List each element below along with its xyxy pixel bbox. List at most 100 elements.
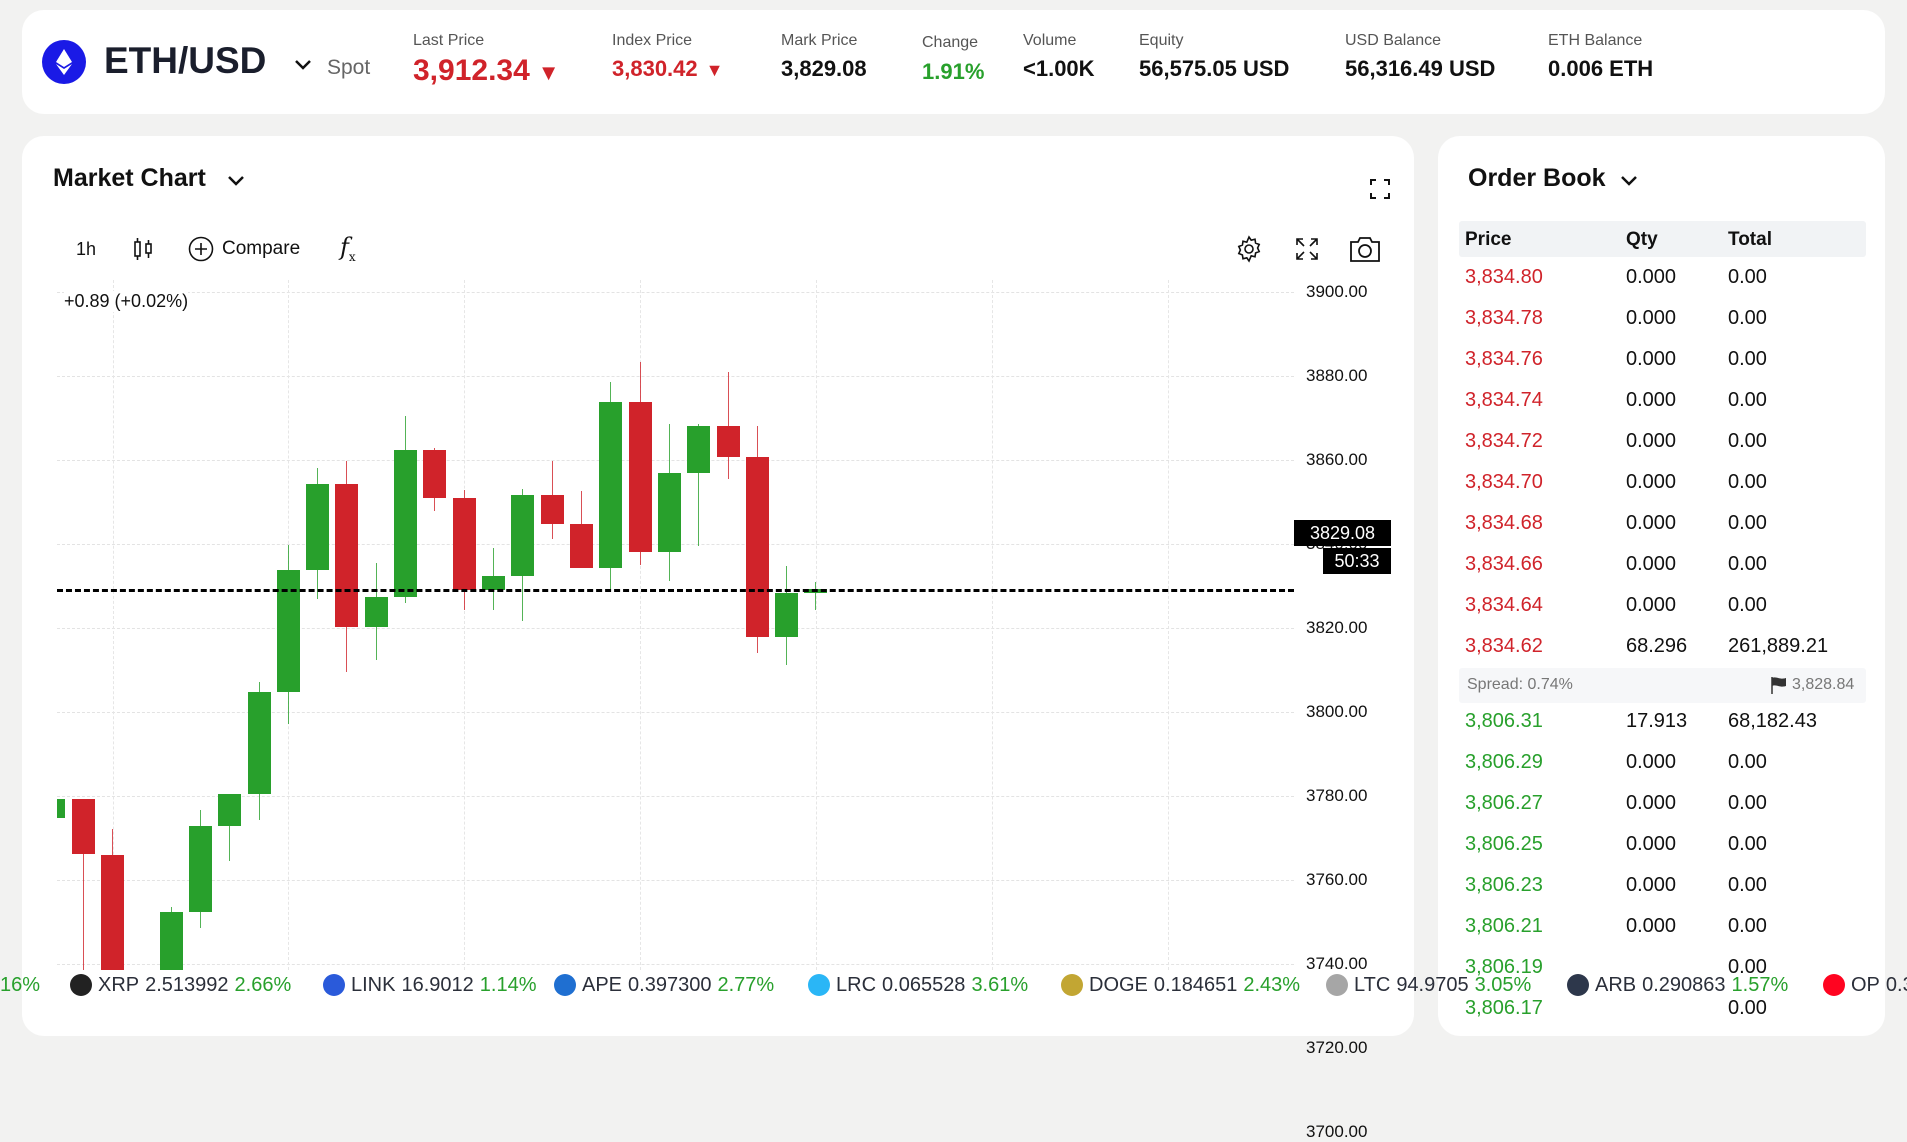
ticker-price: 2.513992	[145, 973, 229, 996]
order-price[interactable]: 3,834.66	[1465, 553, 1543, 575]
order-qty: 0.000	[1626, 833, 1677, 855]
stat-value: <1.00K	[1023, 56, 1095, 82]
indicators-fx-icon[interactable]: fx	[340, 233, 356, 264]
candle-down[interactable]	[335, 484, 359, 628]
candle-up[interactable]	[188, 826, 212, 912]
stat-label: Mark Price	[781, 32, 858, 49]
order-price[interactable]: 3,806.23	[1465, 874, 1543, 896]
order-price[interactable]: 3,806.31	[1465, 710, 1543, 732]
interval-button[interactable]: 1h	[76, 239, 97, 259]
order-book-chevron-down-icon[interactable]	[1620, 174, 1638, 192]
order-price[interactable]: 3,834.70	[1465, 471, 1543, 493]
candle-up[interactable]	[57, 799, 66, 818]
candle-down[interactable]	[423, 449, 447, 499]
pair-chevron-down-icon[interactable]	[294, 58, 312, 76]
screenshot-camera-icon[interactable]	[1349, 235, 1381, 268]
candle-up[interactable]	[306, 484, 330, 570]
order-total: 0.00	[1728, 915, 1767, 937]
col-qty: Qty	[1626, 229, 1658, 250]
stat-value-text: 3,912.34	[413, 54, 530, 87]
order-price[interactable]: 3,806.21	[1465, 915, 1543, 937]
ticker-change: 3.61%	[971, 973, 1029, 996]
candlestick-chart[interactable]	[57, 280, 1294, 970]
candle-down[interactable]	[569, 524, 593, 569]
order-price[interactable]: 3,806.19	[1465, 956, 1543, 978]
gridline-horizontal	[57, 375, 1294, 377]
ticker-item[interactable]: DOGE 0.184651 2.43%	[1061, 969, 1300, 1001]
stat-value: 3,830.42 ▼	[612, 56, 723, 82]
gridline-horizontal	[57, 795, 1294, 797]
ltc-coin-icon	[1326, 974, 1348, 996]
ticker-change: 2.77%	[717, 973, 775, 996]
ticker-item[interactable]: OP0.3	[1823, 969, 1907, 1001]
order-price[interactable]: 3,834.80	[1465, 266, 1543, 288]
order-qty: 0.000	[1626, 594, 1677, 616]
y-tick-label: 3880.00	[1306, 365, 1368, 385]
order-price[interactable]: 3,834.64	[1465, 594, 1543, 616]
order-qty: 0.000	[1626, 430, 1677, 452]
ticker-item[interactable]: LRC 0.065528 3.61%	[808, 969, 1028, 1001]
order-total: 68,182.43	[1728, 710, 1817, 732]
order-price[interactable]: 3,806.27	[1465, 792, 1543, 814]
candle-down[interactable]	[71, 799, 95, 855]
order-total: 0.00	[1728, 348, 1767, 370]
candle-down[interactable]	[101, 854, 124, 970]
y-tick-label: 3900.00	[1306, 281, 1368, 301]
order-price[interactable]: 3,834.78	[1465, 307, 1543, 329]
stat-value-text: 56,316.49 USD	[1345, 56, 1496, 81]
compare-label: Compare	[222, 238, 301, 259]
ticker-item[interactable]: XRP 2.513992 2.66%	[70, 969, 291, 1001]
candle-up[interactable]	[218, 794, 242, 827]
candle-up[interactable]	[775, 593, 799, 637]
order-price[interactable]: 3,834.76	[1465, 348, 1543, 370]
compare-button[interactable]: Compare	[188, 236, 300, 262]
fullscreen-icon[interactable]	[1370, 179, 1390, 204]
candle-up[interactable]	[687, 426, 711, 473]
order-price[interactable]: 3,806.29	[1465, 751, 1543, 773]
ticker-item[interactable]: APE 0.397300 2.77%	[554, 969, 774, 1001]
candle-up[interactable]	[482, 576, 506, 590]
ticker-item[interactable]: 16%	[0, 969, 40, 1001]
candle-up[interactable]	[364, 596, 388, 628]
stat-value: 3,829.08	[781, 56, 867, 82]
order-price[interactable]: 3,834.72	[1465, 430, 1543, 452]
candle-down[interactable]	[452, 498, 476, 590]
order-total: 0.00	[1728, 471, 1767, 493]
candle-up[interactable]	[394, 449, 418, 597]
candle-up[interactable]	[511, 494, 535, 577]
settings-gear-icon[interactable]	[1235, 235, 1263, 268]
ticker-item[interactable]: LINK 16.9012 1.14%	[323, 969, 536, 1001]
ticker-symbol: LRC	[836, 973, 877, 996]
gridline-horizontal	[57, 879, 1294, 881]
candle-up[interactable]	[276, 569, 300, 692]
xrp-coin-icon	[70, 974, 92, 996]
ticker-symbol: XRP	[98, 973, 140, 996]
order-price[interactable]: 3,806.25	[1465, 833, 1543, 855]
order-price[interactable]: 3,834.68	[1465, 512, 1543, 534]
pair-title[interactable]: ETH/USD	[104, 40, 267, 81]
chart-title-chevron-down-icon[interactable]	[227, 174, 245, 192]
candle-down[interactable]	[540, 494, 564, 525]
candle-down[interactable]	[745, 456, 769, 637]
stat-value: 0.006 ETH	[1548, 56, 1653, 82]
candle-countdown: 50:33	[1323, 548, 1391, 574]
candle-up[interactable]	[247, 691, 271, 794]
order-qty: 0.000	[1626, 792, 1677, 814]
candle-type-icon[interactable]	[132, 236, 154, 267]
candle-up[interactable]	[657, 472, 681, 553]
order-book-title[interactable]: Order Book	[1468, 164, 1606, 192]
ape-coin-icon	[554, 974, 576, 996]
candle-down[interactable]	[628, 401, 652, 553]
order-price[interactable]: 3,834.62	[1465, 635, 1543, 657]
ticker-item[interactable]: ARB 0.290863 1.57%	[1567, 969, 1788, 1001]
chart-title[interactable]: Market Chart	[53, 164, 206, 192]
candle-down[interactable]	[716, 426, 740, 457]
ticker-change: 1.57%	[1731, 973, 1789, 996]
ticker-change: 2.43%	[1243, 973, 1301, 996]
order-price[interactable]: 3,834.74	[1465, 389, 1543, 411]
expand-chart-icon[interactable]	[1295, 237, 1319, 266]
candle-up[interactable]	[599, 401, 623, 569]
ticker-item[interactable]: LTC 94.9705 3.05%	[1326, 969, 1531, 1001]
candle-up[interactable]	[159, 911, 183, 970]
gridline-horizontal	[57, 963, 1294, 965]
